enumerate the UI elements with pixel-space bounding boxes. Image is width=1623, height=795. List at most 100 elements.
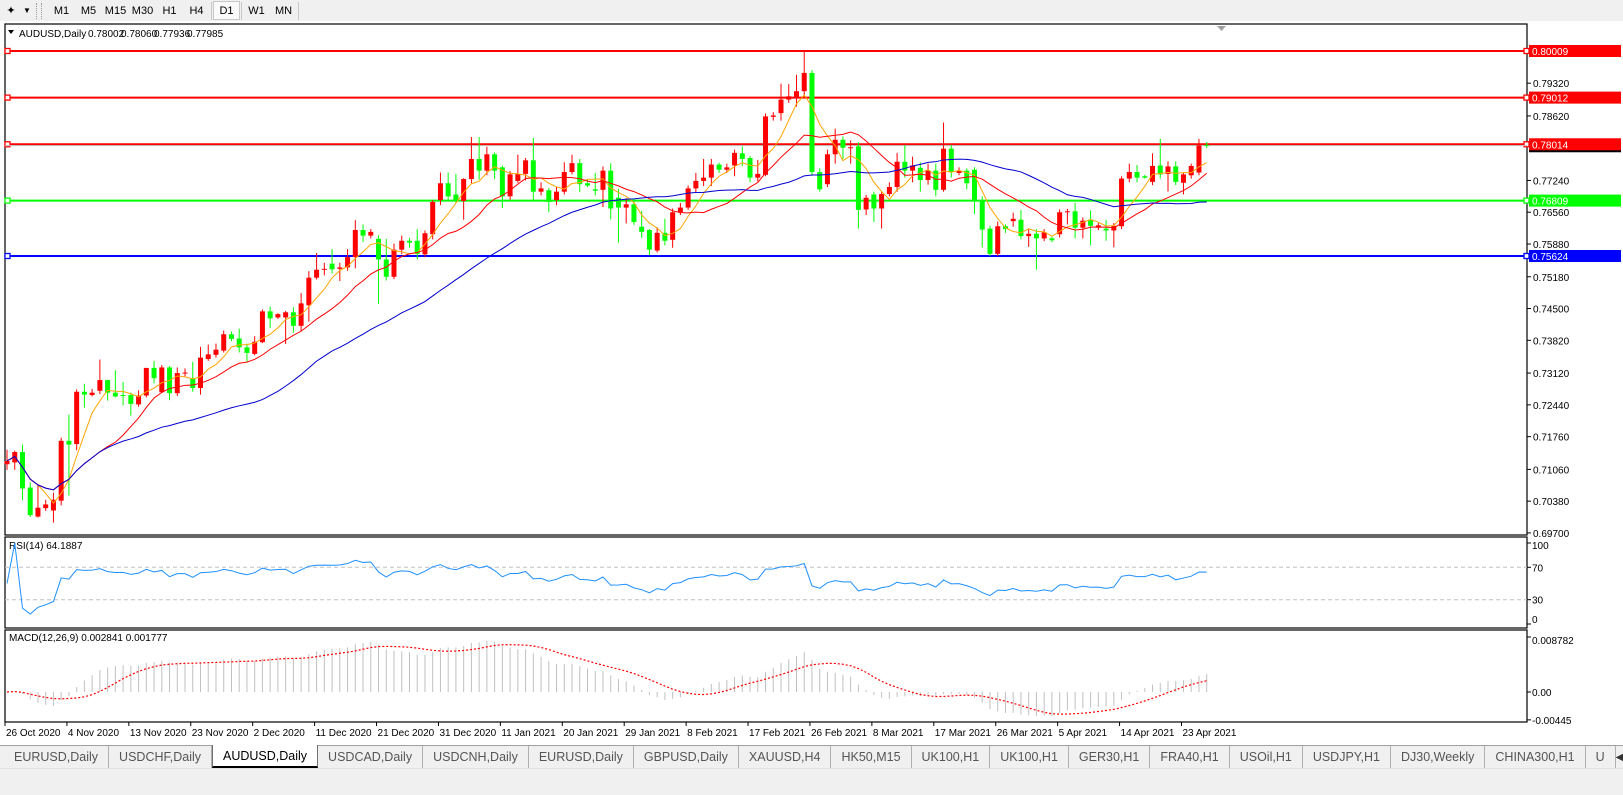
candle[interactable] <box>592 172 598 196</box>
candle[interactable] <box>66 414 72 496</box>
candle[interactable] <box>228 331 234 342</box>
timeframe-d1[interactable]: D1 <box>213 1 240 20</box>
candle[interactable] <box>770 112 776 121</box>
candle[interactable] <box>236 328 242 353</box>
candle[interactable] <box>902 144 908 178</box>
chart-tab[interactable]: USDJPY,H1 <box>1303 746 1391 768</box>
chart-tab[interactable]: UK100,H1 <box>912 746 991 768</box>
candle[interactable] <box>809 70 815 176</box>
timeframe-mn[interactable]: MN <box>274 4 293 17</box>
candle[interactable] <box>136 390 142 407</box>
candle[interactable] <box>546 187 552 213</box>
horizontal-line-0.80009[interactable]: 0.80009 <box>4 45 1621 58</box>
candle[interactable] <box>1033 229 1039 270</box>
candle[interactable] <box>221 330 227 353</box>
candle[interactable] <box>190 361 196 392</box>
line-anchor-handle[interactable] <box>4 47 11 55</box>
candle[interactable] <box>716 162 722 173</box>
candle[interactable] <box>120 381 126 406</box>
candle[interactable] <box>112 370 118 398</box>
candle[interactable] <box>259 309 265 344</box>
line-anchor-handle[interactable] <box>1523 252 1530 260</box>
candle[interactable] <box>1157 138 1163 179</box>
chart-tab[interactable]: AUDUSD,Daily <box>212 745 319 768</box>
chart-tab[interactable]: XAUUSD,H4 <box>739 746 832 768</box>
candle[interactable] <box>1064 208 1070 225</box>
timeframe-h4[interactable]: H4 <box>189 4 204 17</box>
candle[interactable] <box>267 306 273 329</box>
candle[interactable] <box>252 336 258 356</box>
candle[interactable] <box>352 220 358 269</box>
candle[interactable] <box>4 449 10 470</box>
candle[interactable] <box>205 344 211 361</box>
toolbar-grip[interactable] <box>36 2 42 19</box>
candle[interactable] <box>879 191 885 229</box>
candle[interactable] <box>360 224 366 243</box>
chart-tab[interactable]: CHINA300,H1 <box>1485 746 1586 768</box>
candle[interactable] <box>1088 210 1094 246</box>
chart-tab[interactable]: U <box>1586 746 1616 768</box>
candle[interactable] <box>476 136 482 180</box>
candle[interactable] <box>569 154 575 175</box>
candle[interactable] <box>1204 142 1210 148</box>
candle[interactable] <box>329 249 335 274</box>
line-anchor-handle[interactable] <box>4 252 11 260</box>
candle[interactable] <box>74 389 80 451</box>
line-anchor-handle[interactable] <box>4 141 11 148</box>
candle[interactable] <box>321 262 327 276</box>
candle[interactable] <box>693 172 699 193</box>
candle[interactable] <box>453 173 459 204</box>
candle[interactable] <box>685 185 691 210</box>
candle[interactable] <box>855 142 861 229</box>
candle[interactable] <box>437 172 443 206</box>
timeframe-m5[interactable]: M5 <box>80 4 97 17</box>
candle[interactable] <box>654 227 660 253</box>
candle[interactable] <box>306 271 312 322</box>
candle[interactable] <box>577 158 583 193</box>
line-anchor-handle[interactable] <box>1523 47 1530 55</box>
candle[interactable] <box>143 367 149 398</box>
candle[interactable] <box>314 252 320 280</box>
candle[interactable] <box>623 198 629 224</box>
candle[interactable] <box>1057 209 1063 238</box>
chart-tab[interactable]: DJ30,Weekly <box>1391 746 1486 768</box>
collapse-triangle-icon[interactable] <box>8 30 14 34</box>
candle[interactable] <box>1041 229 1047 242</box>
line-anchor-handle[interactable] <box>4 197 11 204</box>
candle[interactable] <box>430 200 436 240</box>
candle[interactable] <box>1188 163 1194 179</box>
candle[interactable] <box>941 122 947 192</box>
candle[interactable] <box>414 229 420 260</box>
line-tools-icon[interactable]: ✦ <box>6 5 16 17</box>
candle[interactable] <box>817 168 823 192</box>
candle[interactable] <box>159 365 165 393</box>
timeframe-w1[interactable]: W1 <box>248 4 265 17</box>
candle[interactable] <box>27 482 33 518</box>
candle[interactable] <box>778 83 784 121</box>
chart-tab[interactable]: USDCAD,Daily <box>318 746 424 768</box>
candle[interactable] <box>507 171 513 200</box>
candle[interactable] <box>515 154 521 183</box>
chart-tab[interactable]: USDCNH,Daily <box>423 746 529 768</box>
candle[interactable] <box>383 238 389 281</box>
chart-tab[interactable]: GBPUSD,Daily <box>634 746 739 768</box>
candle[interactable] <box>151 360 157 384</box>
candle[interactable] <box>724 163 730 173</box>
candle[interactable] <box>1142 174 1148 179</box>
line-anchor-handle[interactable] <box>1523 197 1530 204</box>
candle[interactable] <box>793 74 799 107</box>
chart-tab[interactable]: GER30,H1 <box>1069 746 1151 768</box>
candle[interactable] <box>445 172 451 200</box>
candle[interactable] <box>848 140 854 164</box>
candle[interactable] <box>43 499 49 511</box>
candle[interactable] <box>763 113 769 177</box>
line-anchor-handle[interactable] <box>4 94 11 101</box>
horizontal-line-0.79012[interactable]: 0.79012 <box>4 91 1621 105</box>
candle[interactable] <box>461 178 467 220</box>
candle[interactable] <box>35 485 41 518</box>
candle[interactable] <box>1018 209 1024 240</box>
timeframe-m30[interactable]: M30 <box>131 4 154 17</box>
candle[interactable] <box>824 149 830 187</box>
candle[interactable] <box>97 359 103 395</box>
candle[interactable] <box>662 218 668 246</box>
